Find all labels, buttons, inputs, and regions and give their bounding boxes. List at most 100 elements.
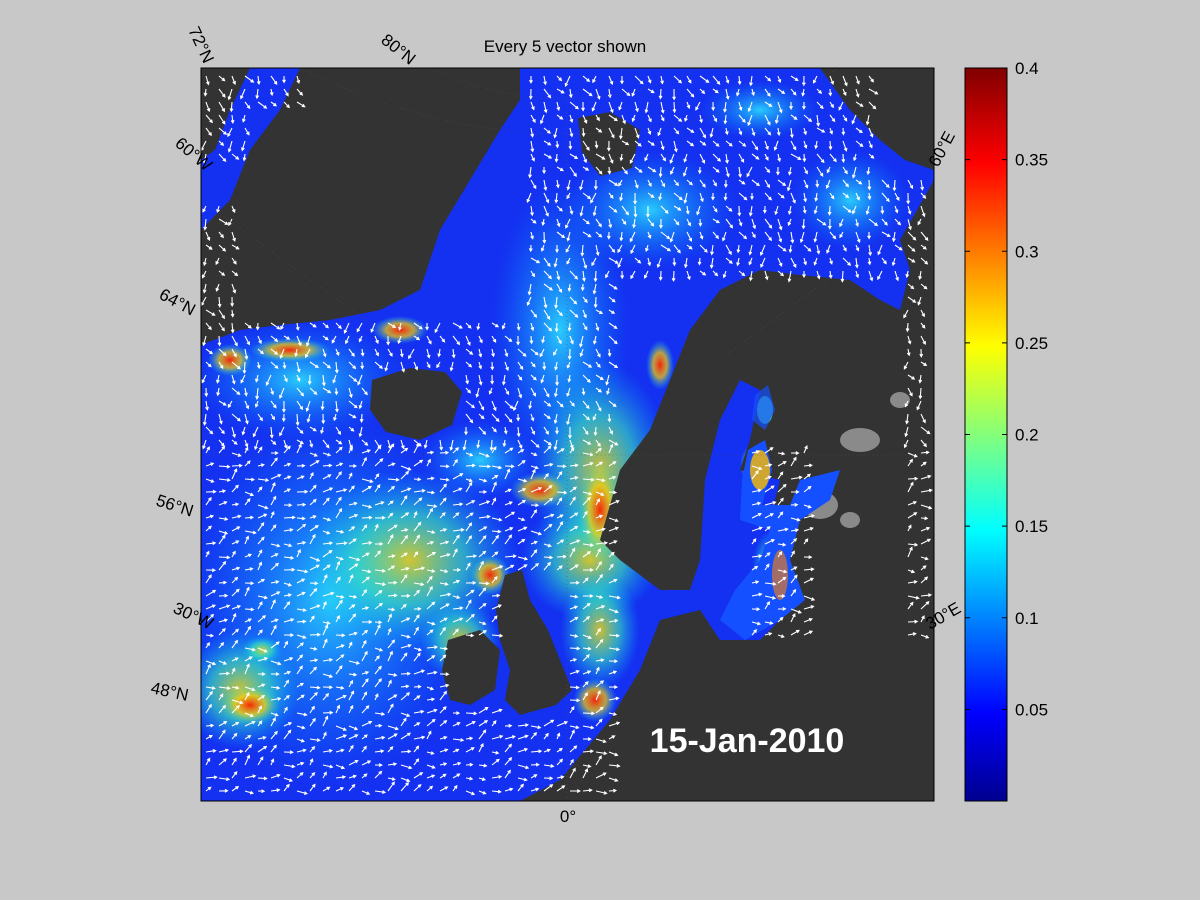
velocity-arrow bbox=[361, 515, 373, 520]
velocity-arrow bbox=[257, 601, 263, 610]
velocity-arrow bbox=[344, 335, 350, 345]
velocity-arrow bbox=[738, 153, 745, 163]
velocity-arrow bbox=[270, 348, 279, 355]
velocity-arrow bbox=[296, 790, 309, 795]
velocity-arrow bbox=[569, 486, 577, 493]
velocity-arrow bbox=[738, 166, 742, 178]
velocity-arrow bbox=[270, 744, 277, 753]
velocity-arrow bbox=[335, 507, 343, 519]
velocity-arrow bbox=[270, 758, 275, 766]
velocity-arrow bbox=[569, 525, 579, 532]
velocity-arrow bbox=[877, 270, 883, 281]
velocity-arrow bbox=[400, 764, 413, 770]
velocity-arrow bbox=[556, 231, 566, 239]
velocity-arrow bbox=[723, 101, 727, 113]
velocity-arrow bbox=[335, 694, 347, 701]
velocity-arrow bbox=[231, 283, 237, 294]
velocity-arrow bbox=[619, 192, 623, 202]
velocity-arrow bbox=[504, 335, 513, 343]
velocity-arrow bbox=[309, 556, 321, 562]
velocity-arrow bbox=[270, 101, 278, 107]
velocity-arrow bbox=[556, 166, 565, 172]
velocity-arrow bbox=[660, 114, 665, 122]
velocity-arrow bbox=[283, 462, 292, 467]
velocity-arrow bbox=[607, 413, 612, 423]
velocity-arrow bbox=[400, 684, 410, 689]
velocity-arrow bbox=[426, 697, 436, 702]
velocity-arrow bbox=[569, 309, 579, 318]
velocity-arrow bbox=[630, 244, 636, 255]
land-masses bbox=[201, 68, 934, 801]
velocity-arrow bbox=[361, 773, 368, 779]
velocity-arrow bbox=[712, 218, 720, 224]
velocity-arrow bbox=[591, 257, 597, 267]
velocity-arrow bbox=[867, 179, 872, 191]
velocity-arrow bbox=[335, 529, 345, 534]
velocity-arrow bbox=[283, 722, 293, 727]
velocity-arrow bbox=[322, 517, 332, 522]
velocity-arrow bbox=[322, 335, 329, 341]
velocity-arrow bbox=[255, 387, 260, 400]
velocity-arrow bbox=[803, 630, 814, 636]
velocity-arrow bbox=[242, 361, 247, 375]
velocity-arrow bbox=[387, 322, 397, 328]
velocity-arrow bbox=[322, 624, 329, 636]
velocity-arrow bbox=[504, 735, 516, 740]
velocity-arrow bbox=[387, 477, 400, 482]
velocity-arrow bbox=[270, 413, 276, 421]
velocity-arrow bbox=[294, 348, 299, 358]
velocity-arrow bbox=[608, 361, 619, 369]
velocity-arrow bbox=[359, 413, 364, 424]
velocity-arrow bbox=[569, 101, 579, 110]
velocity-arrow bbox=[478, 452, 490, 458]
velocity-arrow bbox=[452, 738, 465, 742]
velocity-arrow bbox=[257, 561, 263, 571]
velocity-arrow bbox=[517, 538, 526, 545]
velocity-arrow bbox=[816, 218, 827, 226]
velocity-arrow bbox=[465, 613, 475, 623]
velocity-arrow bbox=[582, 737, 592, 741]
velocity-arrow bbox=[543, 748, 551, 753]
velocity-arrow bbox=[595, 166, 603, 175]
velocity-arrow bbox=[426, 335, 432, 345]
velocity-arrow bbox=[218, 309, 226, 320]
velocity-arrow bbox=[814, 192, 819, 202]
velocity-arrow bbox=[218, 660, 228, 665]
canada-land bbox=[201, 68, 250, 160]
velocity-arrow bbox=[464, 427, 468, 436]
velocity-arrow bbox=[526, 192, 532, 203]
velocity-arrow bbox=[579, 335, 584, 348]
velocity-arrow bbox=[608, 257, 619, 264]
velocity-arrow bbox=[660, 231, 671, 240]
velocity-arrow bbox=[582, 764, 592, 769]
velocity-arrow bbox=[840, 270, 845, 283]
velocity-arrow bbox=[491, 789, 502, 794]
velocity-arrow bbox=[595, 244, 600, 257]
velocity-arrow bbox=[270, 322, 281, 330]
velocity-arrow bbox=[803, 577, 814, 584]
velocity-arrow bbox=[595, 541, 609, 545]
velocity-arrow bbox=[269, 88, 274, 97]
velocity-arrow bbox=[790, 153, 802, 160]
velocity-arrow bbox=[439, 626, 446, 636]
velocity-arrow bbox=[699, 88, 706, 95]
velocity-arrow bbox=[230, 309, 235, 318]
velocity-arrow bbox=[335, 462, 344, 467]
velocity-arrow bbox=[686, 127, 695, 133]
velocity-arrow bbox=[868, 140, 873, 149]
velocity-arrow bbox=[244, 586, 250, 597]
velocity-arrow bbox=[738, 101, 743, 111]
velocity-arrow bbox=[894, 192, 900, 202]
velocity-arrow bbox=[711, 192, 715, 201]
velocity-arrow bbox=[629, 153, 636, 164]
velocity-arrow bbox=[202, 153, 207, 165]
velocity-arrow bbox=[751, 554, 763, 559]
velocity-arrow bbox=[750, 193, 754, 201]
velocity-arrow bbox=[595, 514, 604, 519]
velocity-arrow bbox=[907, 179, 914, 190]
velocity-arrow bbox=[202, 413, 207, 426]
velocity-arrow bbox=[543, 497, 554, 506]
velocity-arrow bbox=[205, 489, 217, 494]
velocity-arrow bbox=[582, 374, 591, 383]
velocity-arrow bbox=[530, 387, 536, 397]
